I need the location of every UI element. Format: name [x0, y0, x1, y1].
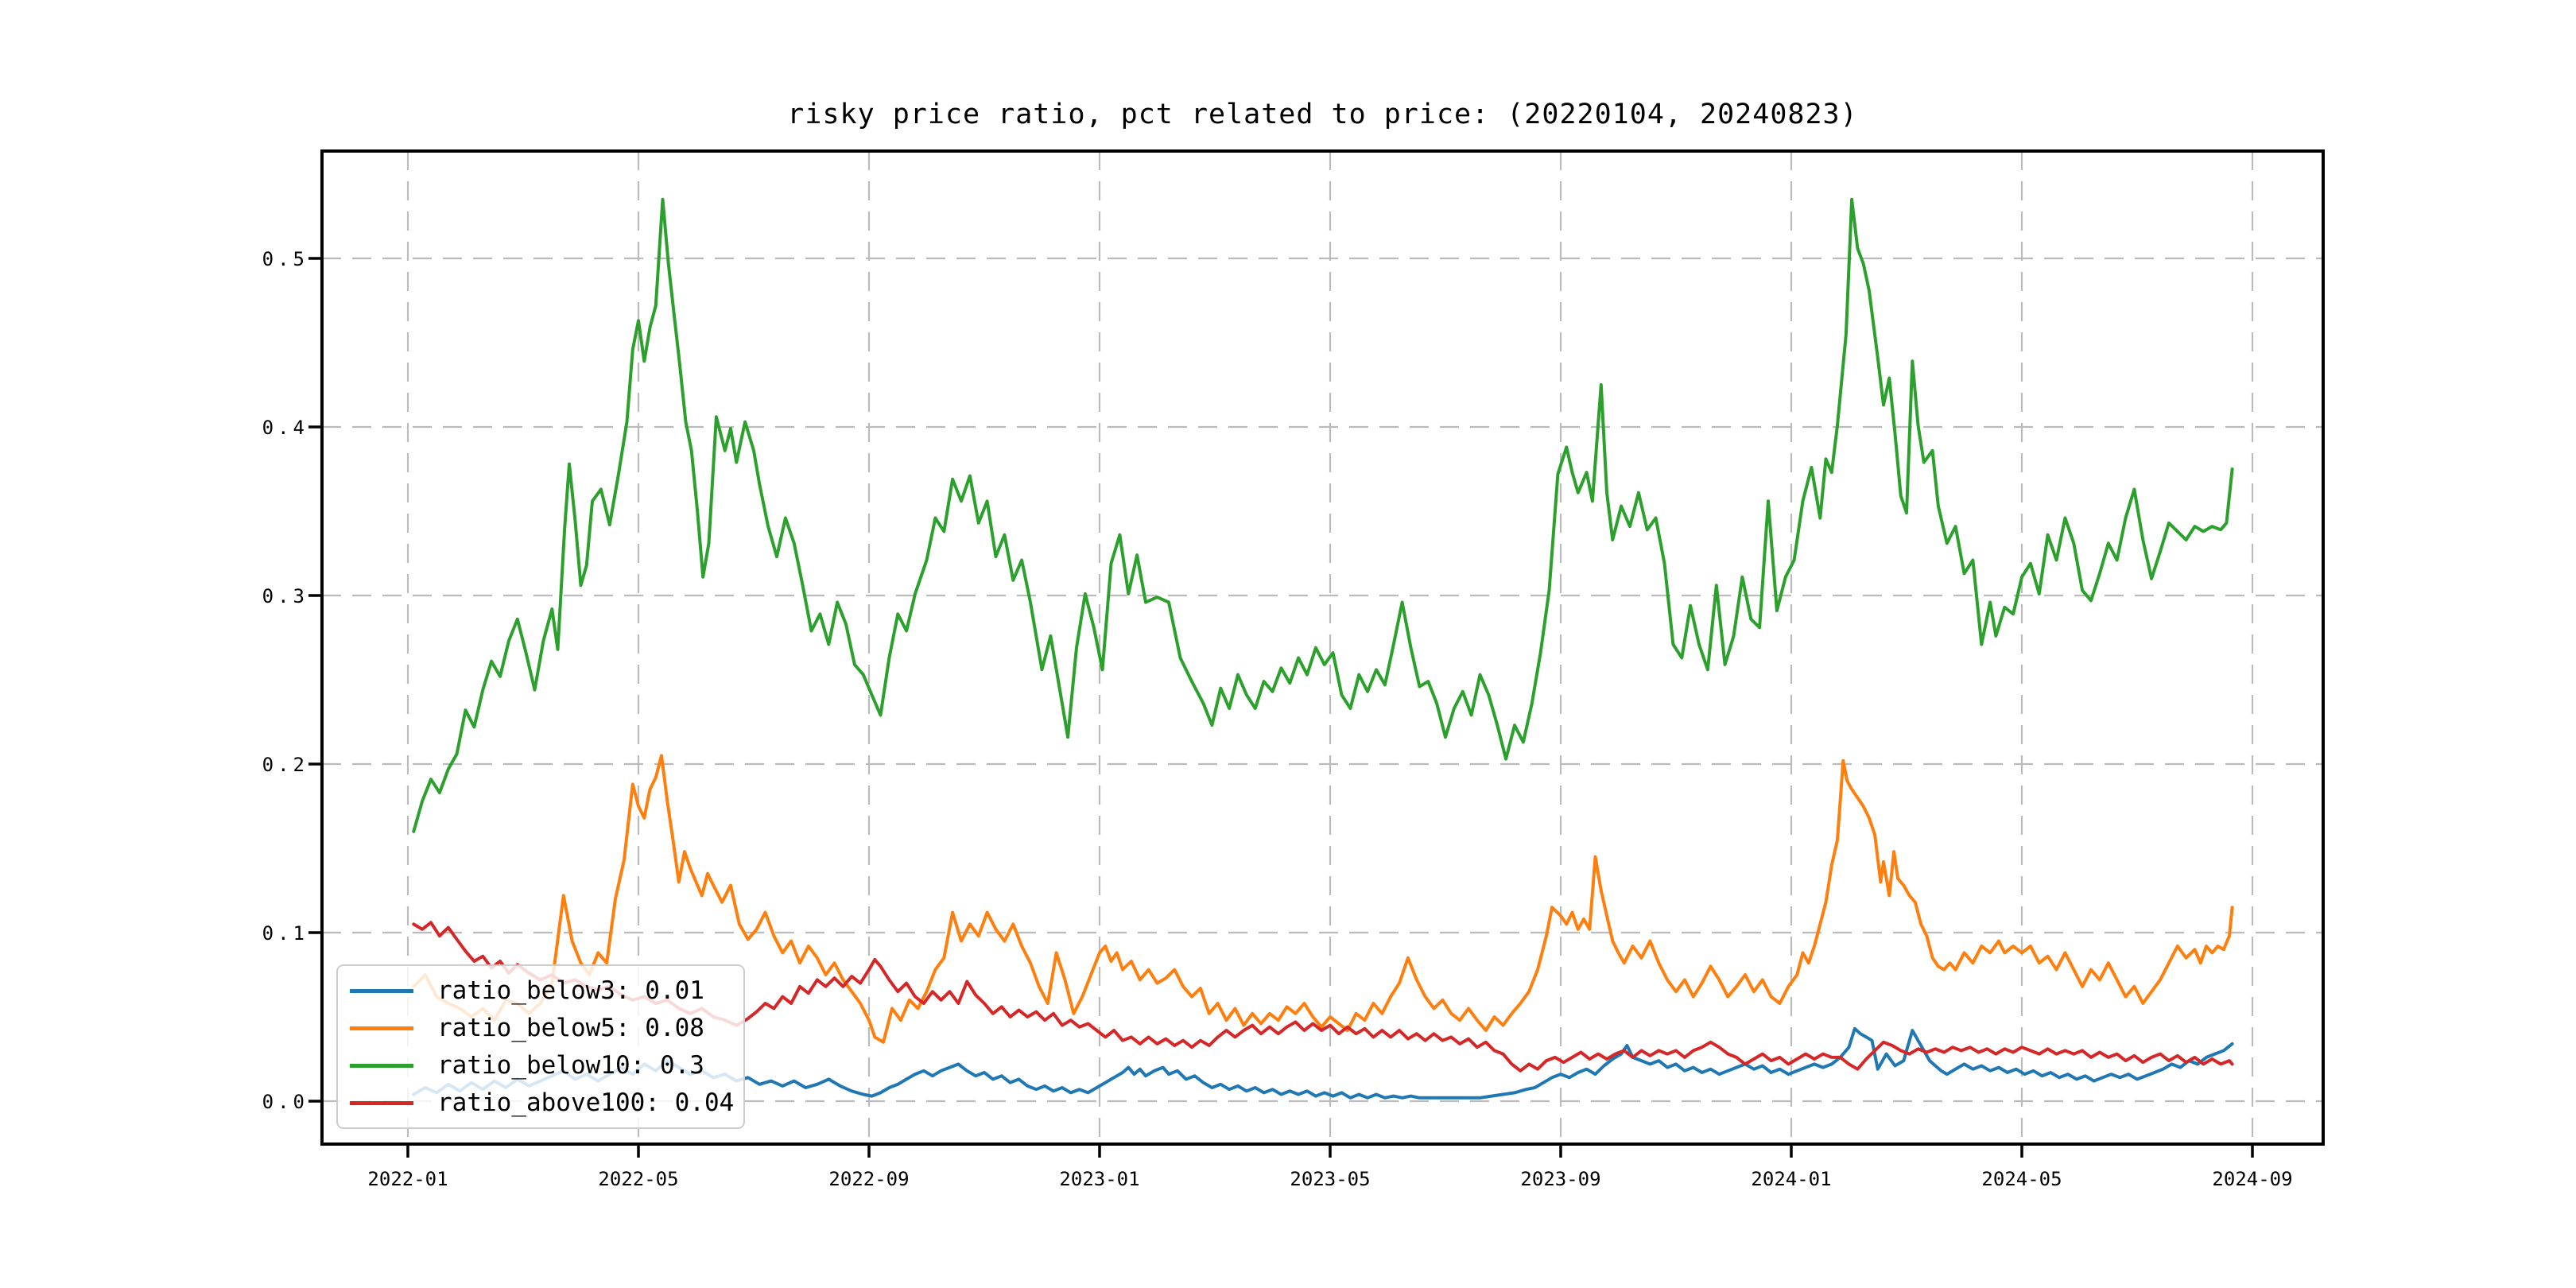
legend: ratio_below3: 0.01 ratio_below5: 0.08 ra… [336, 964, 745, 1129]
legend-item-ratio_below3: ratio_below3: 0.01 [338, 973, 743, 1008]
legend-label-ratio_above100: ratio_above100: 0.04 [437, 1088, 735, 1117]
x-tick-label-2024-05: 2024-05 [1981, 1168, 2062, 1190]
x-tick-label-2024-09: 2024-09 [2212, 1168, 2292, 1190]
x-tick-label-2022-05: 2022-05 [598, 1168, 678, 1190]
series-line-ratio_below5 [412, 754, 2234, 1044]
legend-item-ratio_below5: ratio_below5: 0.08 [338, 1011, 743, 1046]
y-tick-label-0.3: 0.3 [262, 585, 308, 607]
y-tick-label-0.1: 0.1 [262, 922, 308, 945]
legend-line-sample-ratio_below3 [350, 988, 413, 993]
y-tick-label-0.0: 0.0 [262, 1091, 308, 1113]
x-tick-label-2023-01: 2023-01 [1059, 1168, 1139, 1190]
x-tick-label-2022-09: 2022-09 [828, 1168, 909, 1190]
x-tick-label-2023-05: 2023-05 [1290, 1168, 1370, 1190]
legend-line-sample-ratio_below10 [350, 1063, 413, 1068]
legend-item-ratio_above100: ratio_above100: 0.04 [338, 1085, 743, 1120]
legend-label-ratio_below10: ratio_below10: 0.3 [437, 1051, 704, 1080]
legend-item-ratio_below10: ratio_below10: 0.3 [338, 1048, 743, 1083]
series-line-ratio_below10 [412, 197, 2234, 833]
legend-line-sample-ratio_below5 [350, 1026, 413, 1030]
y-tick-label-0.5: 0.5 [262, 248, 308, 270]
y-tick-label-0.4: 0.4 [262, 417, 308, 439]
series-line-ratio_below3 [412, 1026, 2234, 1100]
series-line-ratio_above100 [412, 921, 2234, 1073]
plot-border [320, 149, 2325, 1146]
legend-label-ratio_below3: ratio_below3: 0.01 [437, 976, 704, 1005]
x-tick-label-2023-09: 2023-09 [1520, 1168, 1600, 1190]
legend-line-sample-ratio_above100 [350, 1100, 413, 1105]
x-tick-label-2024-01: 2024-01 [1751, 1168, 1831, 1190]
legend-label-ratio_below5: ratio_below5: 0.08 [437, 1014, 704, 1042]
chart-title: risky price ratio, pct related to price:… [787, 99, 1858, 130]
x-tick-label-2022-01: 2022-01 [367, 1168, 448, 1190]
y-tick-label-0.2: 0.2 [262, 754, 308, 776]
